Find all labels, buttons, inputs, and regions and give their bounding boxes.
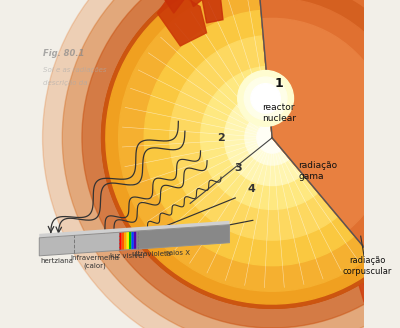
Circle shape <box>132 0 400 277</box>
Polygon shape <box>370 246 400 302</box>
Polygon shape <box>351 262 377 318</box>
Circle shape <box>238 71 294 126</box>
Text: hertziana: hertziana <box>40 258 73 264</box>
Circle shape <box>42 0 400 328</box>
Polygon shape <box>126 232 129 250</box>
Wedge shape <box>260 0 400 245</box>
Circle shape <box>244 77 287 120</box>
Polygon shape <box>200 0 223 23</box>
Circle shape <box>114 0 400 297</box>
Polygon shape <box>136 225 230 249</box>
Wedge shape <box>262 18 392 229</box>
Polygon shape <box>129 232 132 250</box>
Polygon shape <box>157 0 206 46</box>
Text: ultravioleta: ultravioleta <box>132 251 172 257</box>
Circle shape <box>302 180 348 226</box>
Circle shape <box>153 18 392 257</box>
Circle shape <box>224 90 320 186</box>
Circle shape <box>257 122 288 153</box>
Circle shape <box>170 35 374 240</box>
Text: 3: 3 <box>234 163 242 173</box>
Circle shape <box>251 84 280 113</box>
Polygon shape <box>132 231 134 250</box>
Circle shape <box>346 195 356 205</box>
Text: 1: 1 <box>274 77 283 90</box>
Circle shape <box>325 200 351 226</box>
Circle shape <box>102 0 400 308</box>
Circle shape <box>245 111 300 165</box>
Text: 4: 4 <box>248 184 256 194</box>
Circle shape <box>119 0 400 291</box>
Text: 2: 2 <box>217 133 225 143</box>
Polygon shape <box>180 0 210 7</box>
Wedge shape <box>258 0 400 265</box>
Polygon shape <box>119 232 122 250</box>
Text: infravermelha
(calor): infravermelha (calor) <box>70 255 119 269</box>
Circle shape <box>294 172 369 248</box>
Text: luz visível: luz visível <box>110 253 144 259</box>
Circle shape <box>144 10 400 266</box>
Circle shape <box>200 66 344 209</box>
Text: raios X: raios X <box>166 250 190 256</box>
Polygon shape <box>154 0 184 13</box>
Text: radiação
corpuscular: radiação corpuscular <box>342 256 392 276</box>
Text: reactor
nuclear: reactor nuclear <box>262 103 296 123</box>
Circle shape <box>82 0 400 328</box>
Polygon shape <box>134 231 136 249</box>
Circle shape <box>102 0 400 308</box>
Wedge shape <box>258 0 400 259</box>
Text: radiação
gama: radiação gama <box>298 160 338 181</box>
Polygon shape <box>39 221 230 238</box>
Polygon shape <box>122 232 124 250</box>
Circle shape <box>62 0 400 328</box>
Wedge shape <box>106 0 379 304</box>
Text: Sol e as radiações: Sol e as radiações <box>42 67 106 73</box>
Text: Fig. 80.1: Fig. 80.1 <box>42 49 84 58</box>
Circle shape <box>308 216 321 230</box>
Text: descrição da: descrição da <box>42 80 87 86</box>
Polygon shape <box>39 225 230 256</box>
Polygon shape <box>124 232 126 250</box>
